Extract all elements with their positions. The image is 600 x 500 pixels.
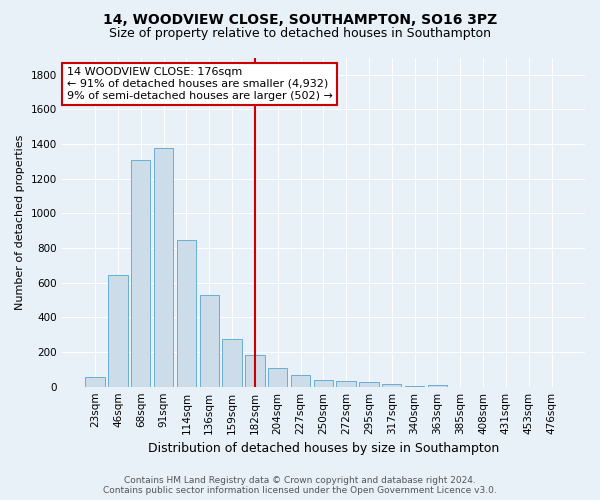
Bar xyxy=(131,160,151,386)
X-axis label: Distribution of detached houses by size in Southampton: Distribution of detached houses by size … xyxy=(148,442,499,455)
Bar xyxy=(291,376,310,386)
Bar xyxy=(85,377,105,386)
Text: 14 WOODVIEW CLOSE: 176sqm
← 91% of detached houses are smaller (4,932)
9% of sem: 14 WOODVIEW CLOSE: 176sqm ← 91% of detac… xyxy=(67,68,333,100)
Bar xyxy=(154,148,173,386)
Bar xyxy=(382,384,401,386)
Bar xyxy=(108,275,128,386)
Bar xyxy=(200,295,219,386)
Bar xyxy=(177,240,196,386)
Bar xyxy=(268,368,287,386)
Bar xyxy=(314,380,333,386)
Bar xyxy=(359,382,379,386)
Bar xyxy=(428,384,447,386)
Y-axis label: Number of detached properties: Number of detached properties xyxy=(15,134,25,310)
Bar xyxy=(223,339,242,386)
Text: 14, WOODVIEW CLOSE, SOUTHAMPTON, SO16 3PZ: 14, WOODVIEW CLOSE, SOUTHAMPTON, SO16 3P… xyxy=(103,12,497,26)
Text: Size of property relative to detached houses in Southampton: Size of property relative to detached ho… xyxy=(109,28,491,40)
Text: Contains HM Land Registry data © Crown copyright and database right 2024.
Contai: Contains HM Land Registry data © Crown c… xyxy=(103,476,497,495)
Bar xyxy=(337,380,356,386)
Bar xyxy=(245,354,265,386)
